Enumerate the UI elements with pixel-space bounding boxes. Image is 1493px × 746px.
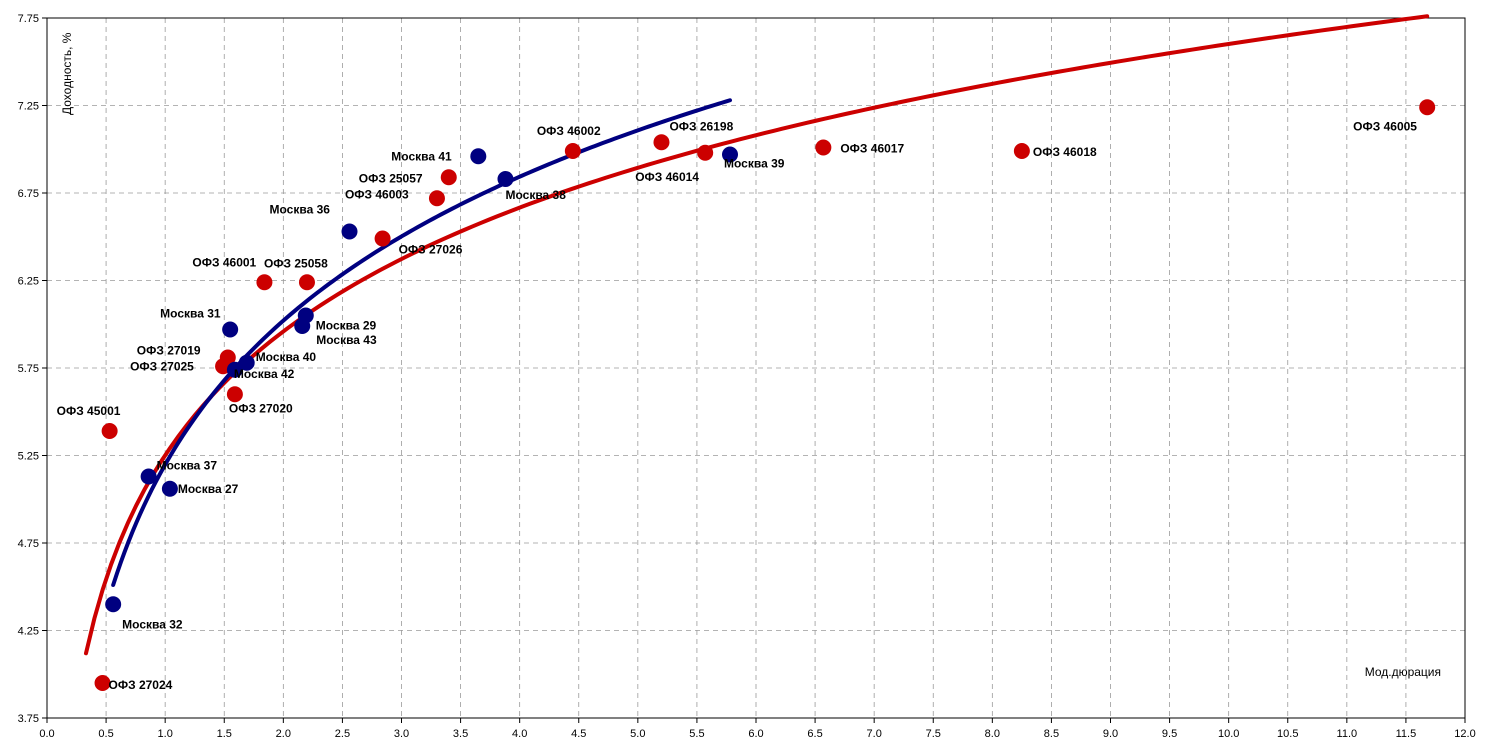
- y-tick-label: 4.25: [18, 626, 39, 638]
- data-point-офз-26198: [653, 134, 670, 151]
- data-point-офз-27020: [226, 386, 243, 403]
- data-point-москва-36: [341, 223, 358, 240]
- point-label-офз-27020: ОФЗ 27020: [229, 401, 293, 415]
- data-point-офз-27026: [374, 230, 391, 247]
- point-label-офз-46017: ОФЗ 46017: [840, 142, 904, 156]
- y-tick-label: 5.25: [18, 451, 39, 463]
- data-point-москва-41: [470, 148, 487, 165]
- trend-line-ofz: [84, 14, 1430, 656]
- point-label-офз-46014: ОФЗ 46014: [635, 170, 699, 184]
- axis-ticks: 0.0 0.5 1.0 1.5 2.0 2.5 3.0 3.5 4.0 4.5 5.0 5.5 6.0 6…: [18, 13, 1476, 740]
- data-point-москва-32: [105, 596, 122, 613]
- point-label-москва-41: Москва 41: [391, 149, 452, 163]
- point-label-москва-37: Москва 37: [157, 459, 218, 473]
- point-label-офз-26198: ОФЗ 26198: [669, 119, 733, 133]
- x-tick-label: 8.5: [1044, 728, 1059, 740]
- trend-line-moscow: [111, 98, 732, 587]
- x-tick-label: 7.0: [867, 728, 882, 740]
- point-label-офз-46001: ОФЗ 46001: [192, 255, 256, 269]
- x-tick-label: 3.0: [394, 728, 409, 740]
- point-label-офз-25058: ОФЗ 25058: [264, 256, 328, 270]
- point-label-офз-46003: ОФЗ 46003: [345, 187, 409, 201]
- y-tick-label: 4.75: [18, 538, 39, 550]
- trend-lines: [84, 14, 1430, 656]
- data-points: [94, 99, 1436, 691]
- x-tick-label: 4.0: [512, 728, 527, 740]
- point-label-москва-38: Москва 38: [505, 188, 566, 202]
- point-label-офз-45001: ОФЗ 45001: [57, 404, 121, 418]
- x-tick-label: 2.0: [276, 728, 291, 740]
- y-axis-title: Доходность, %: [60, 32, 74, 115]
- point-label-офз-27026: ОФЗ 27026: [399, 243, 463, 257]
- data-point-офз-27024: [94, 675, 111, 691]
- data-point-москва-39: [722, 146, 739, 163]
- x-tick-label: 3.5: [453, 728, 468, 740]
- data-point-офз-46003: [428, 190, 445, 207]
- data-point-офз-45001: [101, 423, 118, 439]
- data-point-москва-31: [222, 321, 239, 338]
- x-tick-label: 0.5: [98, 728, 113, 740]
- point-label-офз-25057: ОФЗ 25057: [359, 171, 423, 185]
- x-tick-label: 12.0: [1454, 728, 1475, 740]
- x-tick-label: 11.0: [1337, 728, 1358, 740]
- data-point-москва-27: [161, 480, 178, 497]
- data-point-москва-37: [140, 468, 157, 485]
- point-label-москва-40: Москва 40: [256, 350, 317, 364]
- x-axis-title: Мод.дюрация: [1365, 665, 1441, 679]
- data-point-офз-46018: [1013, 143, 1030, 159]
- point-label-офз-27024: ОФЗ 27024: [109, 678, 173, 692]
- data-point-офз-46001: [256, 274, 273, 291]
- y-tick-label: 5.75: [18, 363, 39, 375]
- data-point-офз-25058: [298, 274, 315, 291]
- data-point-офз-46005: [1419, 99, 1436, 116]
- data-point-офз-25057: [440, 169, 457, 186]
- x-tick-label: 6.0: [748, 728, 763, 740]
- x-tick-label: 6.5: [807, 728, 822, 740]
- point-label-москва-27: Москва 27: [178, 482, 239, 496]
- point-label-москва-29: Москва 29: [316, 319, 377, 333]
- point-label-москва-43: Москва 43: [316, 333, 377, 347]
- y-tick-label: 7.75: [18, 13, 39, 25]
- y-tick-label: 6.25: [18, 276, 39, 288]
- x-tick-label: 9.0: [1103, 728, 1118, 740]
- x-tick-label: 8.0: [985, 728, 1000, 740]
- point-labels: ОФЗ 46005 ОФЗ 46018 ОФЗ 46017 ОФЗ 46014 ОФЗ …: [57, 119, 1418, 692]
- point-label-москва-42: Москва 42: [234, 367, 295, 381]
- x-tick-label: 1.0: [158, 728, 173, 740]
- grid-lines: [47, 18, 1465, 718]
- x-tick-label: 11.5: [1396, 728, 1417, 740]
- x-tick-label: 10.5: [1277, 728, 1298, 740]
- point-label-офз-46018: ОФЗ 46018: [1033, 145, 1097, 159]
- data-point-офз-46017: [815, 139, 832, 156]
- y-tick-label: 3.75: [18, 713, 39, 725]
- point-label-офз-46002: ОФЗ 46002: [537, 124, 601, 138]
- x-tick-label: 9.5: [1162, 728, 1177, 740]
- point-label-офз-27019: ОФЗ 27019: [137, 344, 201, 358]
- point-label-москва-36: Москва 36: [270, 203, 331, 217]
- x-tick-label: 4.5: [571, 728, 586, 740]
- x-tick-label: 1.5: [217, 728, 232, 740]
- x-tick-label: 7.5: [926, 728, 941, 740]
- y-tick-label: 6.75: [18, 188, 39, 200]
- data-point-офз-46002: [564, 143, 581, 159]
- data-point-москва-43: [294, 318, 311, 334]
- data-point-москва-38: [497, 171, 514, 187]
- data-point-москва-40: [238, 354, 255, 371]
- point-label-москва-32: Москва 32: [122, 617, 183, 631]
- point-label-москва-39: Москва 39: [724, 157, 785, 171]
- data-point-офз-46014: [697, 144, 714, 161]
- point-label-офз-46005: ОФЗ 46005: [1353, 119, 1417, 133]
- point-label-офз-27025: ОФЗ 27025: [130, 359, 194, 373]
- x-tick-label: 2.5: [335, 728, 350, 740]
- x-tick-label: 5.0: [630, 728, 645, 740]
- point-label-москва-31: Москва 31: [160, 307, 221, 321]
- y-tick-label: 7.25: [18, 101, 39, 113]
- x-tick-label: 10.0: [1218, 728, 1239, 740]
- data-point-москва-42: [226, 361, 243, 378]
- x-tick-label: 0.0: [39, 728, 54, 740]
- x-tick-label: 5.5: [689, 728, 704, 740]
